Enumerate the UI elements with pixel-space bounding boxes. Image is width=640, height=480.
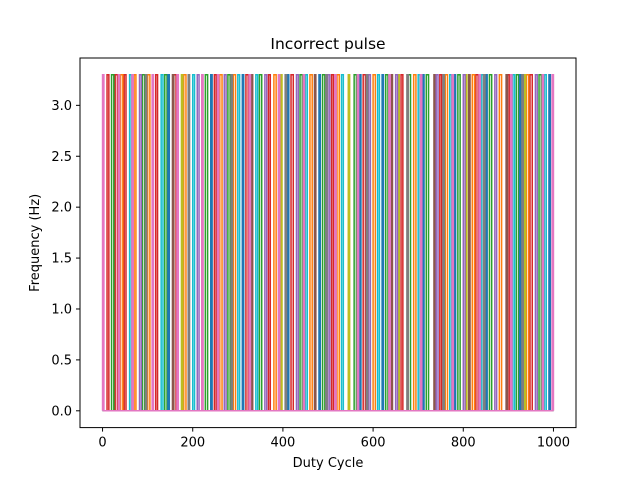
axes-frame — [79, 57, 577, 429]
x-tick-label: 1000 — [537, 436, 570, 451]
x-axis-label: Duty Cycle — [293, 456, 364, 471]
y-tick-label: 0.5 — [51, 353, 72, 368]
y-tick-label: 1.0 — [51, 302, 72, 317]
y-tick-label: 0.0 — [51, 404, 72, 419]
x-tick-label: 0 — [98, 436, 106, 451]
y-axis-label: Frequency (Hz) — [28, 194, 43, 292]
x-axis-ticks: 0 200 400 600 800 1000 — [98, 427, 570, 451]
plot-area — [101, 74, 555, 412]
y-tick-label: 1.5 — [51, 252, 72, 267]
y-tick-label: 2.5 — [51, 150, 72, 165]
y-axis-ticks: 0.0 0.5 1.0 1.5 2.0 2.5 3.0 — [51, 99, 80, 419]
pulse-series-line-10 — [101, 74, 555, 412]
x-tick-label: 400 — [270, 436, 295, 451]
chart-title: Incorrect pulse — [270, 35, 385, 53]
pulse-series-line-3 — [102, 74, 554, 412]
x-tick-label: 800 — [451, 436, 476, 451]
x-tick-label: 200 — [180, 436, 205, 451]
y-tick-label: 3.0 — [51, 99, 72, 114]
x-tick-label: 600 — [361, 436, 386, 451]
y-tick-label: 2.0 — [51, 201, 72, 216]
